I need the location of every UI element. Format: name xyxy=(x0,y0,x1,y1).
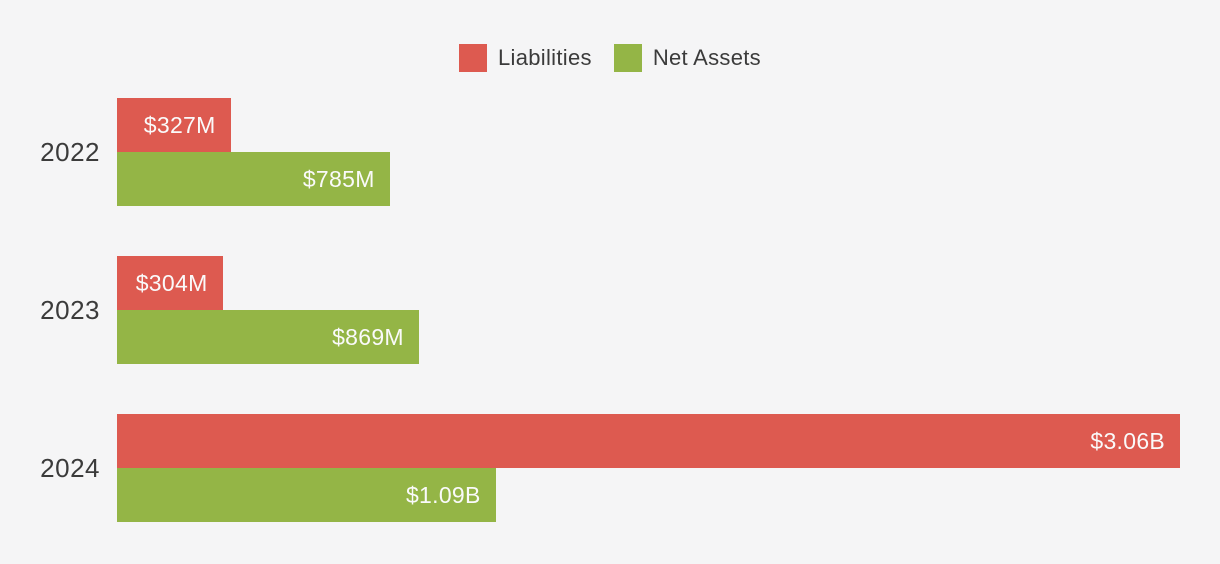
axis-label-year-2022: 2022 xyxy=(40,136,100,167)
net-assets-color-swatch xyxy=(613,44,642,72)
bar-value-label: $304M xyxy=(135,269,208,296)
liabilities-color-swatch xyxy=(459,44,488,72)
legend-label-net-assets: Net Assets xyxy=(652,45,761,70)
bar-pair-2023: $304M $869M xyxy=(117,256,1220,364)
bar-value-label: $1.09B xyxy=(405,481,481,508)
axis-label-year-2024: 2024 xyxy=(40,452,100,483)
bar-pair-2024: $3.06B $1.09B xyxy=(117,414,1220,522)
year-group-2024: 2024 $3.06B $1.09B xyxy=(0,414,1220,522)
chart-plot-area: 2022 $327M $785M 2023 $304M $869M xyxy=(0,98,1220,522)
legend-item-net-assets: Net Assets xyxy=(613,44,761,72)
bar-pair-2022: $327M $785M xyxy=(117,98,1220,206)
legend-item-liabilities: Liabilities xyxy=(459,44,592,72)
bar-liabilities-2023: $304M xyxy=(117,256,223,310)
bar-value-label: $3.06B xyxy=(1090,427,1166,454)
bar-net-assets-2024: $1.09B xyxy=(117,468,496,522)
bar-value-label: $327M xyxy=(143,111,216,138)
year-group-2022: 2022 $327M $785M xyxy=(0,98,1220,206)
bar-value-label: $785M xyxy=(302,165,375,192)
bar-net-assets-2022: $785M xyxy=(117,152,390,206)
chart-legend: Liabilities Net Assets xyxy=(0,44,1220,72)
year-group-2023: 2023 $304M $869M xyxy=(0,256,1220,364)
bar-value-label: $869M xyxy=(332,323,404,350)
legend-label-liabilities: Liabilities xyxy=(498,45,592,70)
bar-net-assets-2023: $869M xyxy=(117,310,419,364)
axis-label-year-2023: 2023 xyxy=(40,294,100,325)
bar-liabilities-2024: $3.06B xyxy=(117,414,1181,468)
bar-liabilities-2022: $327M xyxy=(117,98,231,152)
